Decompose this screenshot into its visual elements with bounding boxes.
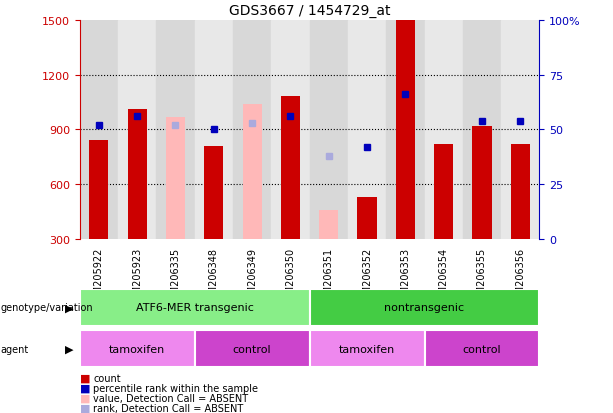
Bar [310, 21, 348, 240]
Text: agent: agent [1, 344, 29, 354]
Bar [424, 330, 539, 368]
Bar [166, 117, 185, 240]
Text: control: control [233, 344, 272, 354]
Bar [80, 330, 195, 368]
Text: ■: ■ [80, 383, 90, 393]
Bar [281, 97, 300, 240]
Bar [357, 197, 376, 240]
Bar [501, 21, 539, 240]
Bar [195, 21, 233, 240]
Text: rank, Detection Call = ABSENT: rank, Detection Call = ABSENT [93, 403, 243, 413]
Bar [271, 21, 310, 240]
Bar [463, 21, 501, 240]
Bar [310, 289, 539, 326]
Bar [386, 21, 424, 240]
Bar [348, 21, 386, 240]
Bar [195, 330, 310, 368]
Bar [204, 147, 223, 240]
Bar [434, 145, 453, 240]
Text: genotype/variation: genotype/variation [1, 303, 93, 313]
Bar [89, 141, 109, 240]
Bar [511, 145, 530, 240]
Bar [473, 126, 492, 240]
Bar [233, 21, 271, 240]
Bar [424, 21, 463, 240]
Bar [319, 210, 338, 240]
Bar [80, 289, 310, 326]
Bar [310, 330, 424, 368]
Bar [128, 110, 147, 240]
Bar [80, 21, 118, 240]
Text: tamoxifen: tamoxifen [339, 344, 395, 354]
Bar [118, 21, 156, 240]
Text: ▶: ▶ [65, 344, 74, 354]
Text: nontransgenic: nontransgenic [384, 303, 465, 313]
Text: ■: ■ [80, 403, 90, 413]
Text: tamoxifen: tamoxifen [109, 344, 166, 354]
Text: ATF6-MER transgenic: ATF6-MER transgenic [135, 303, 254, 313]
Text: ▶: ▶ [65, 303, 74, 313]
Bar [243, 104, 262, 240]
Title: GDS3667 / 1454729_at: GDS3667 / 1454729_at [229, 4, 390, 18]
Text: ■: ■ [80, 373, 90, 383]
Text: percentile rank within the sample: percentile rank within the sample [93, 383, 258, 393]
Bar [396, 21, 415, 240]
Text: ■: ■ [80, 393, 90, 403]
Text: count: count [93, 373, 121, 383]
Bar [156, 21, 195, 240]
Text: control: control [463, 344, 501, 354]
Text: value, Detection Call = ABSENT: value, Detection Call = ABSENT [93, 393, 248, 403]
